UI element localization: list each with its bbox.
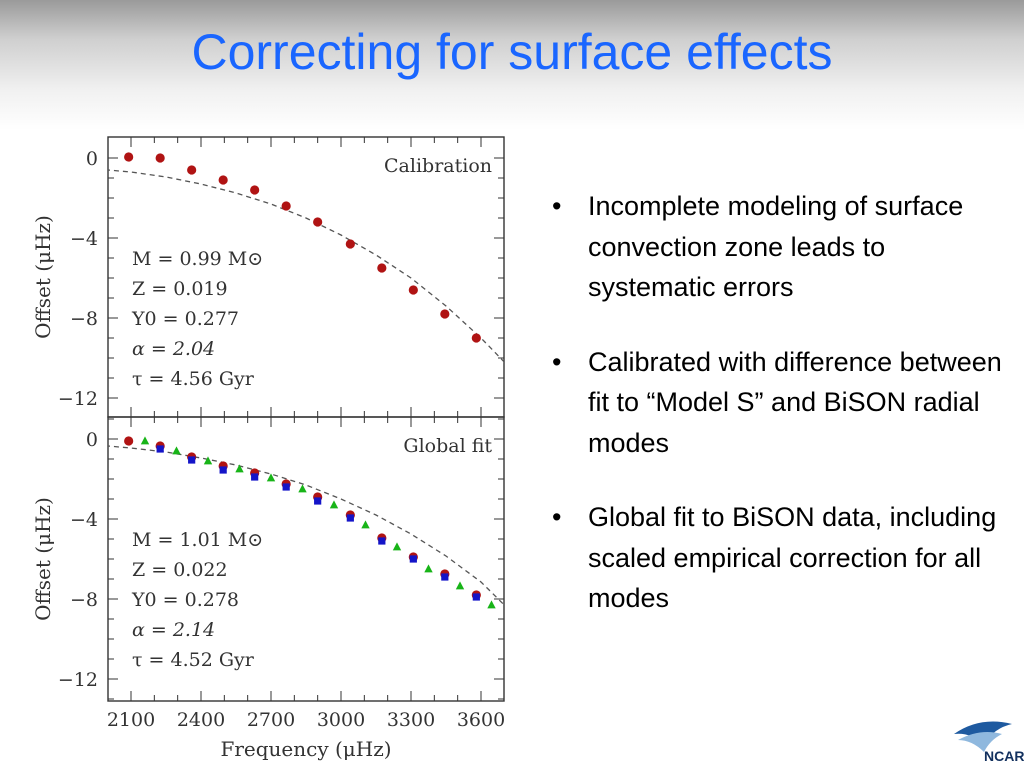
data-point-blue [219, 466, 227, 474]
ytick-label: 0 [86, 429, 98, 451]
data-point-green [487, 600, 496, 609]
data-point-green [235, 464, 244, 473]
bullet-text: Incomplete modeling of surface convectio… [588, 191, 964, 302]
data-point-blue [346, 514, 354, 522]
data-point-blue [378, 537, 386, 545]
bullet-text: Calibrated with difference between fit t… [588, 346, 1002, 458]
bullet-icon: • [552, 191, 562, 221]
param-alpha: α = 2.04 [132, 338, 215, 360]
data-point-blue [188, 456, 196, 464]
slide-title: Correcting for surface effects [191, 24, 833, 80]
data-point-blue [409, 555, 417, 563]
data-point-red [408, 285, 418, 295]
dashed-model-curve [108, 445, 504, 606]
data-point-red [313, 217, 323, 227]
xtick-label: 2400 [177, 709, 225, 731]
bullet-icon: • [552, 346, 562, 377]
ytick-label: −8 [70, 589, 98, 611]
param-y0: Y0 = 0.277 [131, 308, 239, 330]
xtick-label: 3600 [457, 709, 505, 731]
param-mass: M = 0.99 M⊙ [132, 248, 263, 270]
data-point-green [424, 564, 433, 573]
data-point-red [187, 165, 197, 175]
ytick-label: −8 [70, 308, 98, 330]
dashed-model-curve [108, 169, 504, 363]
data-point-green [392, 542, 402, 551]
ytick-label: −4 [70, 509, 98, 531]
data-point-green [455, 581, 465, 590]
data-point-blue [472, 593, 480, 601]
data-point-red [440, 309, 450, 319]
data-point-red [124, 152, 134, 162]
xtick-label: 3300 [387, 709, 435, 731]
data-point-green [266, 473, 276, 482]
ytick-label: −4 [70, 228, 98, 250]
ytick-label: −12 [58, 388, 98, 410]
data-point-green [203, 456, 213, 465]
bullet-item: • Incomplete modeling of surface convecti… [548, 186, 1008, 308]
data-point-red [377, 263, 387, 273]
data-point-blue [156, 445, 164, 453]
xtick-label: 2700 [247, 709, 295, 731]
param-tau: τ = 4.56 Gyr [132, 368, 255, 390]
data-point-red [155, 153, 165, 163]
data-point-blue [251, 473, 259, 481]
bullet-icon: • [552, 502, 562, 532]
title-band [0, 0, 1024, 130]
data-point-red [471, 333, 481, 343]
data-point-blue [314, 497, 322, 505]
bullet-item: • Global fit to BiSON data, including sca… [548, 497, 1008, 619]
ytick-label: 0 [86, 148, 98, 170]
data-point-green [140, 436, 150, 445]
ytick-label: −12 [58, 669, 98, 691]
bullet-list: • Incomplete modeling of surface convecti… [548, 186, 1008, 653]
data-point-red [345, 239, 355, 249]
param-alpha: α = 2.14 [132, 619, 215, 641]
param-mass: M = 1.01 M⊙ [132, 529, 263, 551]
data-point-green [329, 500, 339, 509]
xtick-label: 2100 [107, 709, 155, 731]
panel-label-global-fit: Global fit [403, 435, 492, 457]
data-point-red [281, 201, 291, 211]
data-point-green [172, 446, 181, 455]
param-tau: τ = 4.52 Gyr [132, 649, 255, 671]
data-point-blue [441, 573, 449, 581]
xtick-label: 3000 [317, 709, 365, 731]
data-point-blue [282, 483, 290, 491]
y-axis-label-top: Offset (μHz) [31, 215, 55, 339]
data-point-red [250, 185, 260, 195]
logo-text: NCAR [984, 748, 1024, 764]
panel-label-calibration: Calibration [384, 155, 492, 177]
offset-frequency-figure: 0 −4 −8 −12 0 −4 −8 −12 2100 2400 2700 3… [31, 136, 505, 761]
bullet-item: • Calibrated with difference between fit … [548, 342, 1008, 464]
data-point-red [218, 175, 228, 185]
param-z: Z = 0.019 [132, 278, 228, 300]
y-axis-label-bottom: Offset (μHz) [31, 497, 55, 621]
param-z: Z = 0.022 [132, 559, 228, 581]
param-y0: Y0 = 0.278 [131, 589, 239, 611]
data-point-red [124, 436, 134, 446]
bullet-text: Global fit to BiSON data, including scal… [588, 502, 997, 613]
data-point-green [361, 520, 370, 529]
x-axis-label: Frequency (μHz) [220, 737, 391, 761]
data-point-green [298, 484, 307, 493]
ncar-logo-icon [954, 721, 1012, 752]
